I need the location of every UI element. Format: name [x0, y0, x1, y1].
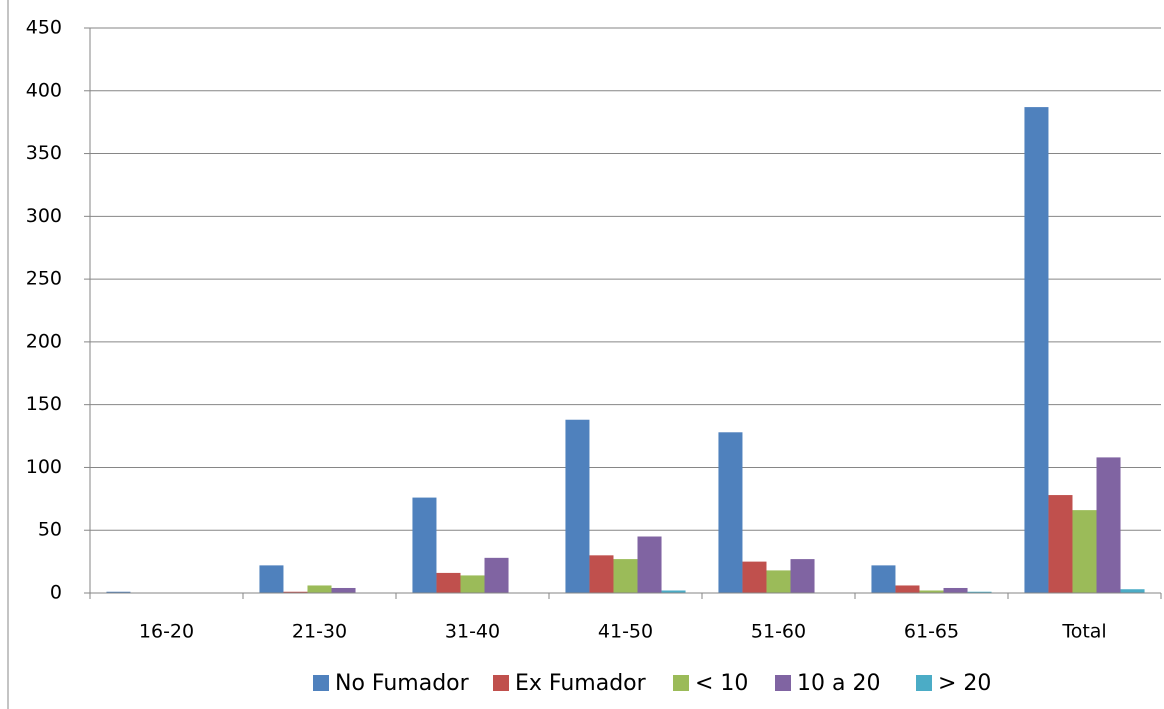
legend-label: No Fumador: [335, 671, 470, 696]
bar: [1048, 495, 1073, 593]
y-tick-label: 450: [26, 17, 62, 39]
bar: [967, 591, 992, 593]
bar: [307, 585, 332, 593]
legend-label: < 10: [695, 671, 748, 696]
bar: [637, 536, 662, 593]
bar: [766, 570, 791, 593]
y-tick-label: 300: [26, 205, 62, 227]
bar: [1120, 589, 1145, 593]
x-tick-label: 41-50: [598, 621, 653, 643]
y-tick-label: 250: [26, 268, 62, 290]
bar: [484, 557, 509, 593]
bar: [412, 497, 437, 593]
y-tick-label: 100: [26, 456, 62, 478]
bar: [661, 590, 686, 593]
bar: [613, 559, 638, 593]
bar: [460, 575, 485, 593]
x-tick-label: 51-60: [751, 621, 806, 643]
bar: [436, 572, 461, 593]
bar: [895, 585, 920, 593]
y-tick-label: 400: [26, 79, 62, 101]
x-tick-label: 61-65: [904, 621, 959, 643]
bar: [106, 591, 131, 593]
y-tick-label: 50: [38, 519, 62, 541]
x-tick-label: 16-20: [139, 621, 194, 643]
legend-label: 10 a 20: [797, 671, 880, 696]
legend-swatch: [493, 675, 509, 691]
bar: [718, 432, 743, 593]
legend: No Fumador Ex Fumador < 10 10 a 20 > 20: [313, 671, 991, 696]
legend-swatch: [313, 675, 329, 691]
legend-swatch: [673, 675, 689, 691]
bar: [1072, 510, 1097, 593]
legend-swatch: [916, 675, 932, 691]
x-tick-label: 31-40: [445, 621, 500, 643]
bar: [1024, 107, 1049, 593]
bar: [871, 565, 896, 593]
bar: [283, 591, 308, 593]
legend-label: Ex Fumador: [515, 671, 647, 696]
y-tick-label: 200: [26, 330, 62, 352]
y-tick-label: 150: [26, 393, 62, 415]
bar: [742, 561, 767, 593]
y-tick-label: 350: [26, 142, 62, 164]
y-tick-label: 0: [50, 582, 62, 604]
legend-swatch: [775, 675, 791, 691]
bar: [790, 559, 815, 593]
bar: [1096, 457, 1121, 593]
bar: [943, 587, 968, 593]
bar: [589, 555, 614, 593]
bar: [331, 587, 356, 593]
bar: [919, 590, 944, 593]
x-tick-label: 21-30: [292, 621, 347, 643]
bar: [565, 419, 590, 593]
x-tick-label: Total: [1061, 621, 1106, 643]
legend-label: > 20: [938, 671, 991, 696]
bar: [259, 565, 284, 593]
